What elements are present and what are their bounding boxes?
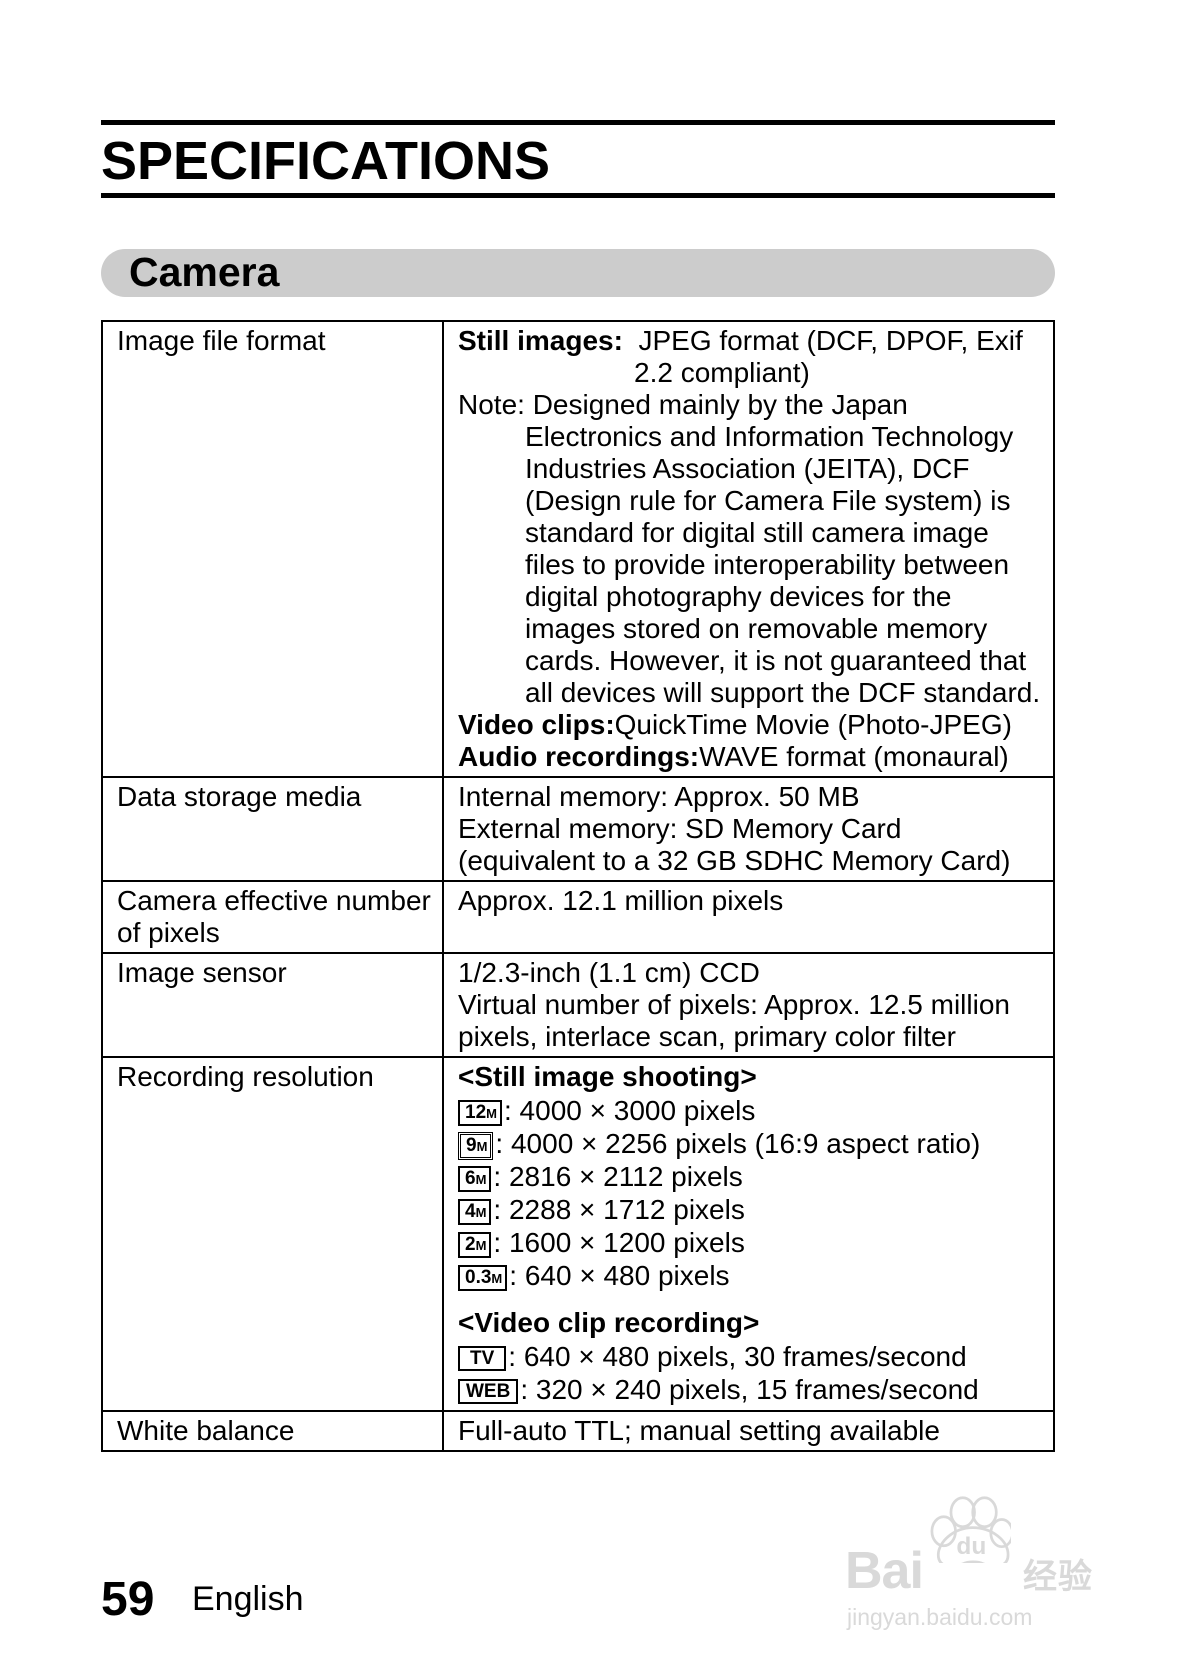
svg-text:du: du	[956, 1533, 986, 1560]
